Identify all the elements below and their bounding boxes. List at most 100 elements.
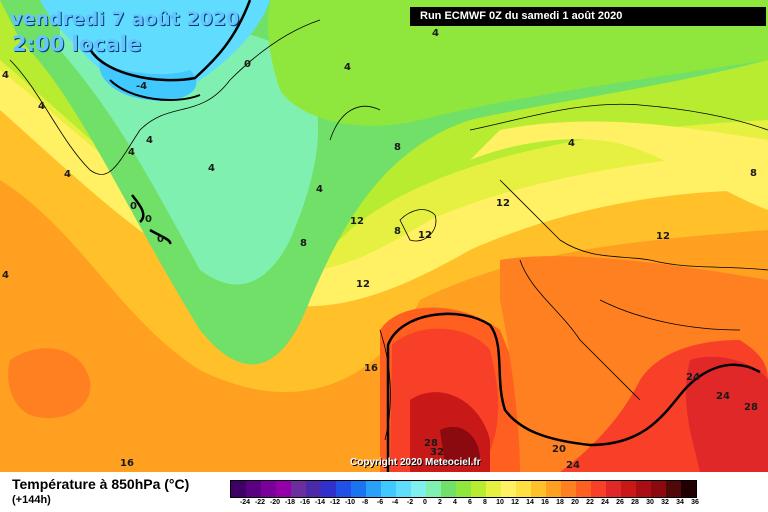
- color-scale-tick-label: -18: [284, 499, 296, 506]
- color-scale-tick-label: 4: [453, 499, 457, 506]
- color-scale-tick-label: -2: [406, 499, 414, 506]
- color-scale-tick-label: 16: [541, 499, 549, 506]
- color-scale-swatch: [246, 481, 261, 497]
- color-scale-swatch: [306, 481, 321, 497]
- color-scale-tick-label: 0: [423, 499, 427, 506]
- contour-20: [386, 312, 761, 472]
- color-scale-tick-label: -6: [376, 499, 384, 506]
- color-scale-swatch: [681, 481, 696, 497]
- color-scale-swatch: [381, 481, 396, 497]
- contour-0-islands: [131, 194, 172, 245]
- color-scale-swatch: [516, 481, 531, 497]
- color-scale-tick-label: 28: [631, 499, 639, 506]
- color-scale-tick-label: 26: [616, 499, 624, 506]
- color-scale-tick-label: -22: [254, 499, 266, 506]
- isoline-label: 24: [716, 391, 730, 402]
- contour-0-greenland: [86, 0, 252, 82]
- isoline-label: -4: [136, 81, 147, 92]
- isoline-label: 28: [424, 438, 438, 449]
- color-scale-swatch: [471, 481, 486, 497]
- forecast-date-title: vendredi 7 août 2020: [10, 8, 240, 30]
- map-svg: -4 0 0 0 0 4 4 4 4 4 4 4 4 4 4 4 8 8 8 8…: [0, 0, 768, 472]
- color-scale-swatch: [591, 481, 606, 497]
- color-scale-tick-label: 24: [601, 499, 609, 506]
- isoline-label: 16: [120, 458, 134, 469]
- color-scale: [230, 480, 697, 498]
- color-scale-swatch: [531, 481, 546, 497]
- isoline-label: 4: [146, 135, 153, 146]
- isoline-label: 24: [566, 460, 580, 471]
- field-sw-blob: [8, 348, 91, 419]
- isoline-label: 4: [38, 101, 45, 112]
- isoline-label: 24: [686, 372, 700, 383]
- color-scale-swatch: [666, 481, 681, 497]
- forecast-time-title: 2:00 locale: [12, 32, 142, 56]
- color-scale-swatch: [651, 481, 666, 497]
- color-scale-swatch: [426, 481, 441, 497]
- model-run-label: Run ECMWF 0Z du samedi 1 août 2020: [410, 7, 766, 26]
- isoline-label: 8: [750, 168, 757, 179]
- color-scale-swatch: [396, 481, 411, 497]
- isoline-label: 4: [2, 270, 9, 281]
- isoline-label: 12: [418, 230, 432, 241]
- isoline-label: 28: [744, 402, 758, 413]
- coastlines: [9, 19, 768, 441]
- legend-subtitle: (+144h): [12, 494, 51, 506]
- color-scale-swatch: [546, 481, 561, 497]
- color-scale-swatch: [291, 481, 306, 497]
- color-scale-swatch: [351, 481, 366, 497]
- field-east-26: [685, 356, 768, 472]
- color-scale-swatch: [456, 481, 471, 497]
- color-scale-swatch: [411, 481, 426, 497]
- isoline-label: 8: [300, 238, 307, 249]
- color-scale-tick-label: 18: [556, 499, 564, 506]
- color-scale-tick-label: 10: [496, 499, 504, 506]
- color-scale-tick-label: 32: [661, 499, 669, 506]
- color-scale-tick-label: 30: [646, 499, 654, 506]
- color-scale-swatch: [336, 481, 351, 497]
- color-scale-tick-label: -4: [391, 499, 399, 506]
- isoline-label: 0: [145, 214, 152, 225]
- color-scale-swatch: [576, 481, 591, 497]
- isoline-label: 4: [64, 169, 71, 180]
- color-scale-ticks: -24 -22 -20 -18 -16 -14 -12 -10 -8 -6 -4 -2 0 2 4 6 8 10 1…: [230, 499, 699, 511]
- isoline-label: 12: [496, 198, 510, 209]
- isoline-label: 0: [130, 201, 137, 212]
- isoline-label: 0: [157, 234, 164, 245]
- color-scale-swatch: [441, 481, 456, 497]
- color-scale-tick-label: 8: [483, 499, 487, 506]
- color-scale-swatch: [276, 481, 291, 497]
- color-scale-tick-label: 36: [691, 499, 699, 506]
- isoline-label: 4: [568, 138, 575, 149]
- contour-minus4: [109, 79, 201, 101]
- isoline-label: 8: [394, 226, 401, 237]
- isoline-label: 4: [128, 147, 135, 158]
- color-scale-tick-label: 6: [468, 499, 472, 506]
- color-scale-swatch: [231, 481, 246, 497]
- color-scale-swatch: [501, 481, 516, 497]
- isoline-label: 12: [656, 231, 670, 242]
- temperature-map: -4 0 0 0 0 4 4 4 4 4 4 4 4 4 4 4 8 8 8 8…: [0, 0, 768, 472]
- color-scale-swatch: [636, 481, 651, 497]
- isoline-label: 4: [344, 62, 351, 73]
- copyright-notice: Copyright 2020 Meteociel.fr: [350, 457, 481, 468]
- isoline-label: 4: [316, 184, 323, 195]
- color-scale-tick-label: -14: [314, 499, 326, 506]
- isoline-label: 4: [208, 163, 215, 174]
- color-scale-swatch: [261, 481, 276, 497]
- color-scale-tick-label: -10: [344, 499, 356, 506]
- legend-title: Température à 850hPa (°C): [12, 476, 190, 492]
- color-scale-swatch: [606, 481, 621, 497]
- field-0-band: [40, 0, 270, 91]
- isoline-label: 32: [430, 447, 444, 458]
- isoline-label: 20: [552, 444, 566, 455]
- color-scale-swatch: [561, 481, 576, 497]
- color-scale-swatch: [486, 481, 501, 497]
- color-scale-tick-label: 2: [438, 499, 442, 506]
- color-scale-tick-label: -16: [299, 499, 311, 506]
- color-scale-tick-label: 20: [571, 499, 579, 506]
- color-scale-tick-label: -20: [269, 499, 281, 506]
- isoline-label: 0: [244, 59, 251, 70]
- color-scale-swatch: [366, 481, 381, 497]
- isoline-label: 12: [350, 216, 364, 227]
